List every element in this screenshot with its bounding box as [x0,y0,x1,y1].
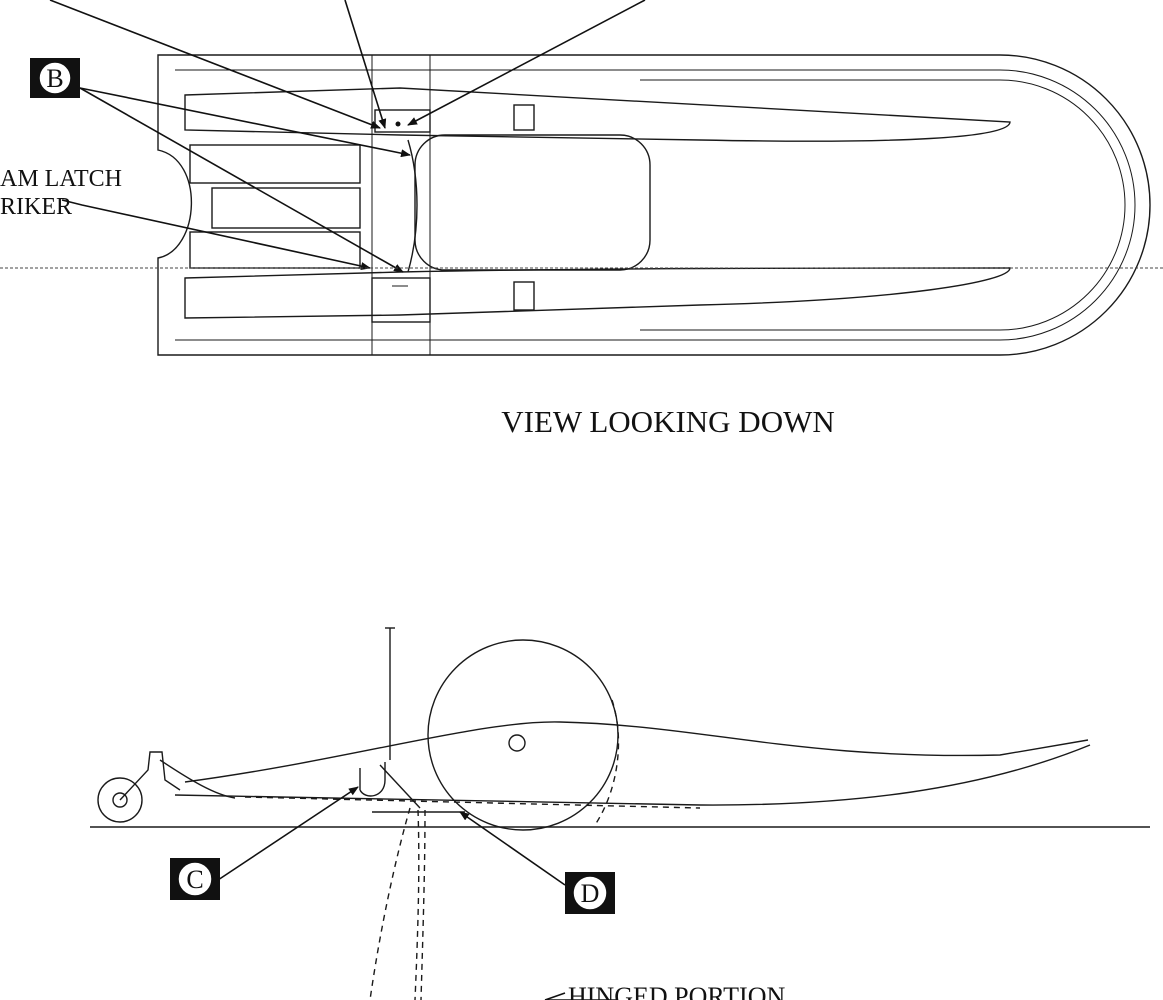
callout-b-letter: B [46,64,63,93]
hull-profile-bottom [174,744,1091,806]
caster-hub [112,792,128,808]
hinge-diagonal [379,764,421,809]
side-leader-lines [217,786,618,1000]
upper-latch-block [374,109,431,133]
top-leader-lines [49,0,646,273]
hinged-portion-dashed-c [420,809,426,1000]
cam-latch-label-line2: RIKER [0,194,72,220]
hook-c [359,762,386,797]
wheel-dashed-edge [594,699,620,826]
view-title: VIEW LOOKING DOWN [501,404,834,439]
hull-keel-line [244,796,701,809]
hull-outline [157,54,1151,356]
callout-d-letter: D [581,879,600,908]
left-rung-lower [189,231,361,269]
hull-inner-rim [175,69,1136,341]
seat-panel [414,134,651,271]
callout-c: C [170,858,220,900]
upper-channel [184,87,1011,142]
callout-d: D [565,872,615,914]
callout-b: B [30,58,80,98]
hinged-portion-dashed-b [414,809,420,1000]
callout-c-letter: C [186,865,203,894]
lower-post [513,281,535,311]
left-rung-upper [189,144,361,184]
hinged-portion-label: HINGED PORTION [568,982,785,1000]
seat-curve [407,139,418,273]
hinged-portion-dashed-a [369,807,411,1000]
inner-track [640,79,1126,331]
upper-latch-pin [395,121,401,127]
upper-post [513,104,535,131]
cam-latch-label-line1: AM LATCH [0,166,122,192]
wheel-axle [508,734,526,752]
side-view [90,627,1150,1000]
lower-channel [184,267,1011,319]
caster-fork [119,751,181,801]
left-rung-middle [211,187,361,229]
hull-profile-top [184,721,1089,783]
hinged-portion-leader [544,992,566,1000]
top-view [157,54,1151,356]
caster-spring [159,759,236,799]
caster-wheel [97,777,143,823]
lower-latch-block [371,277,431,323]
